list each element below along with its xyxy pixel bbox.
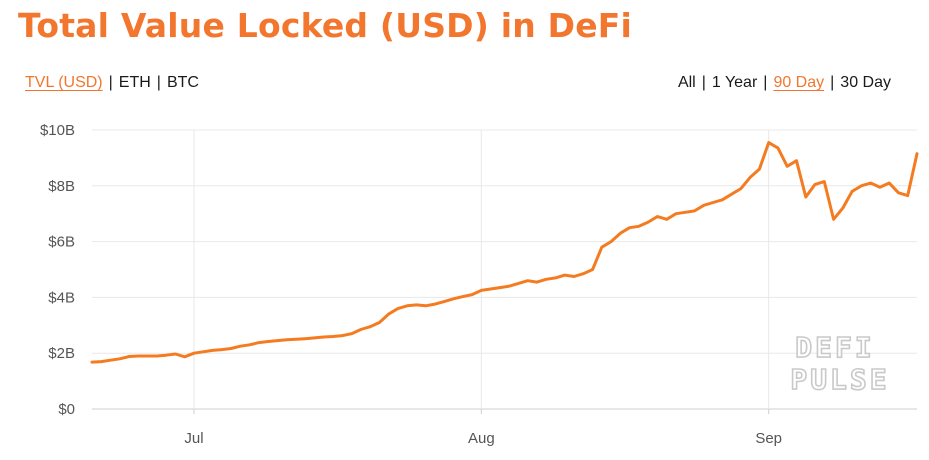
y-tick-label: $10B [40, 122, 75, 139]
range-1-year[interactable]: 1 Year [711, 74, 758, 91]
separator: | [701, 74, 706, 91]
x-tick-label: Aug [468, 430, 495, 447]
watermark-line-2: PULSE [790, 363, 889, 396]
x-tick-label: Jul [184, 430, 203, 447]
toggle-eth[interactable]: ETH [118, 74, 151, 91]
range-toggle: All | 1 Year | 90 Day | 30 Day [678, 74, 891, 92]
separator: | [830, 74, 835, 91]
gridlines [92, 129, 917, 414]
tvl-series-line[interactable] [90, 141, 919, 364]
watermark-line-1: DEFI [795, 331, 874, 364]
y-tick-label: $2B [48, 345, 75, 362]
toggle-btc[interactable]: BTC [166, 74, 199, 91]
y-tick-label: $6B [48, 234, 75, 251]
unit-toggle: TVL (USD) | ETH | BTC [25, 74, 199, 92]
defi-pulse-watermark: DEFI PULSE [790, 330, 889, 397]
range-all[interactable]: All [677, 74, 696, 91]
y-tick-label: $4B [48, 289, 75, 306]
x-tick-label: Sep [755, 430, 782, 447]
range-90-day[interactable]: 90 Day [773, 74, 825, 91]
range-30-day[interactable]: 30 Day [840, 74, 891, 91]
axis-ticks: $0 $2B $4B $6B $8B $10B Jul Aug Sep [40, 122, 782, 447]
separator: | [108, 74, 113, 91]
separator: | [763, 74, 768, 91]
page-title: Total Value Locked (USD) in DeFi [18, 6, 633, 45]
separator: | [156, 74, 161, 91]
y-tick-label: $8B [48, 178, 75, 195]
y-tick-label: $0 [58, 401, 75, 418]
toggle-tvl-usd[interactable]: TVL (USD) [25, 74, 103, 91]
